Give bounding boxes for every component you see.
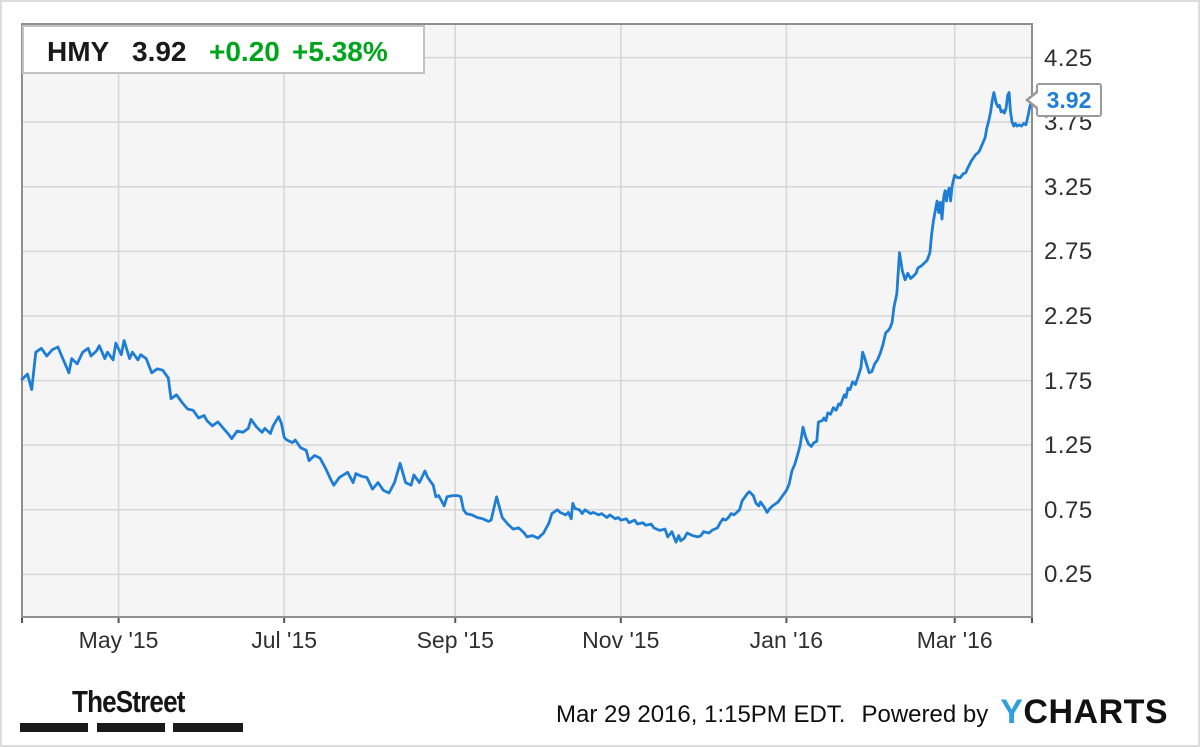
thestreet-logo-bar bbox=[20, 723, 88, 732]
thestreet-logo-text: TheStreet bbox=[72, 684, 185, 719]
powered-by-label: Powered by bbox=[861, 701, 989, 728]
thestreet-logo-bar bbox=[97, 723, 165, 732]
price-change: +0.20 bbox=[209, 36, 280, 67]
plot-border bbox=[21, 23, 1033, 618]
x-axis-tick-label: Mar '16 bbox=[916, 627, 993, 653]
ticker-symbol: HMY bbox=[47, 36, 110, 67]
y-axis-tick-label: 0.75 bbox=[1044, 496, 1093, 524]
ycharts-logo-charts: CHARTS bbox=[1023, 693, 1169, 731]
y-axis-tick-label: 2.25 bbox=[1044, 302, 1093, 330]
ycharts-logo: YCHARTS bbox=[1000, 693, 1168, 732]
y-axis-tick-label: 4.25 bbox=[1044, 44, 1093, 72]
x-axis-tick-label: May '15 bbox=[78, 627, 159, 653]
plot-background bbox=[22, 24, 1032, 617]
chart-timestamp: Mar 29 2016, 1:15PM EDT. bbox=[556, 701, 846, 728]
price-change-percent: +5.38% bbox=[292, 36, 388, 67]
y-axis-tick-label: 3.25 bbox=[1044, 173, 1093, 201]
y-axis-tick-label: 1.25 bbox=[1044, 432, 1093, 460]
y-axis-tick-label: 2.75 bbox=[1044, 238, 1093, 266]
x-axis-tick-label: Nov '15 bbox=[582, 627, 660, 653]
callout-price-label: 3.92 bbox=[1046, 86, 1092, 113]
footer-attribution: Mar 29 2016, 1:15PM EDT. Powered by YCHA… bbox=[556, 688, 1186, 732]
y-axis-tick-label: 0.25 bbox=[1044, 561, 1093, 589]
price-chart bbox=[20, 23, 1034, 623]
price-line-series bbox=[20, 91, 1034, 544]
y-axis-tick-label: 1.75 bbox=[1044, 367, 1093, 395]
ycharts-logo-y: Y bbox=[1000, 693, 1024, 731]
quote-header: HMY 3.92 +0.20 +5.38% bbox=[22, 25, 425, 74]
x-axis-tick-label: Jan '16 bbox=[749, 627, 824, 653]
x-axis-tick-label: Jul '15 bbox=[251, 627, 318, 653]
thestreet-logo-bar bbox=[173, 723, 243, 732]
x-axis-tick-label: Sep '15 bbox=[416, 627, 494, 653]
last-price: 3.92 bbox=[132, 36, 187, 67]
last-price-callout: 3.92 bbox=[1036, 83, 1102, 117]
